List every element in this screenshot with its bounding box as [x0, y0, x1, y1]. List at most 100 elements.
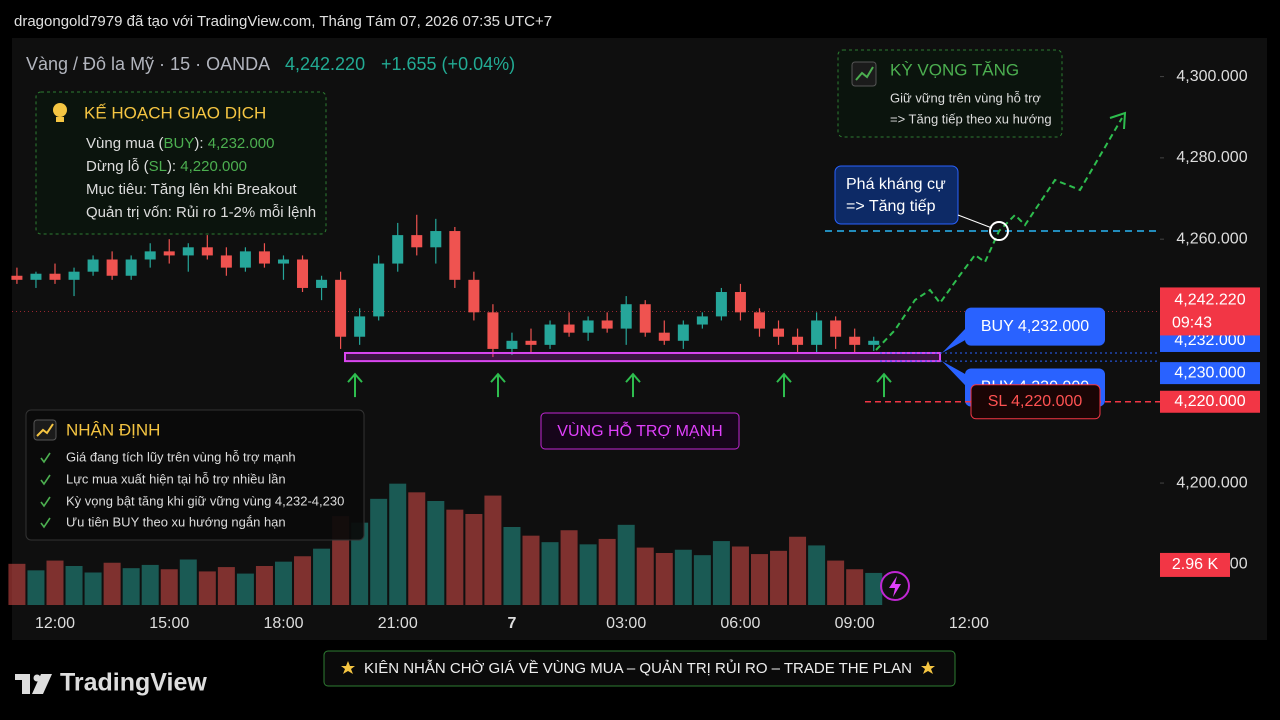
volume-bar: [865, 572, 883, 605]
candle-body: [582, 320, 594, 333]
candle-body: [182, 247, 194, 256]
volume-bar: [274, 561, 292, 605]
axis-badge: [1160, 329, 1260, 352]
candle-body: [258, 251, 270, 264]
volume-bar: [598, 538, 616, 605]
volume-bar: [560, 530, 578, 605]
plan-line: Quản trị vốn: Rủi ro 1-2% mỗi lệnh: [86, 204, 316, 221]
symbol: Vàng / Đô la Mỹ · 15 · OANDA: [26, 54, 270, 74]
candle-body: [811, 320, 823, 345]
volume-bar: [65, 566, 83, 605]
breakout-callout-frame: [834, 165, 959, 225]
price-badge-label: 4,242.220: [1174, 292, 1245, 309]
star-icon: [921, 661, 935, 674]
volume-bar: [8, 563, 26, 605]
volume-bar: [84, 572, 102, 605]
volume-bar: [255, 566, 273, 605]
analysis-line: Lực mua xuất hiện tại hỗ trợ nhiều lần: [66, 471, 286, 486]
candle-body: [316, 279, 328, 288]
volume-bar: [503, 527, 521, 605]
support-zone: [344, 351, 941, 363]
x-tick-label: 21:00: [378, 615, 418, 632]
candle-body: [297, 259, 309, 288]
plan-accent: BUY: [164, 135, 195, 152]
candle-body: [49, 273, 61, 280]
y-tick-label: 4,260.000: [1176, 230, 1247, 247]
volume-badge: [1160, 552, 1230, 577]
breakout-callout: => Tăng tiếp: [846, 198, 936, 215]
candle-body: [449, 231, 461, 280]
bounce-arrow: [625, 372, 641, 383]
candle-body: [125, 259, 137, 276]
volume-badge-label: 2.96 K: [1172, 556, 1219, 573]
x-tick-label: 7: [508, 615, 517, 632]
axis-badge-label: 4,220.000: [1174, 393, 1245, 410]
candle-body: [658, 332, 670, 341]
volume-bar: [731, 546, 749, 605]
x-tick-label: 18:00: [263, 615, 303, 632]
y-tick-label: 4,200.000: [1176, 474, 1247, 491]
trend-icon: [33, 419, 57, 441]
volume-bar: [179, 559, 197, 605]
breakout-point: [989, 221, 1009, 242]
x-tick-label: 15:00: [149, 615, 189, 632]
candle-body: [411, 235, 423, 248]
candle-body: [506, 340, 518, 349]
volume-bar: [294, 556, 312, 605]
expectation-box: KỲ VỌNG TĂNG Giữ vững trên vùng hỗ trợ =…: [837, 49, 1063, 138]
volume-bar: [46, 560, 64, 605]
bounce-arrow: [776, 372, 792, 383]
candle-body: [201, 247, 213, 256]
candle-body: [563, 324, 575, 333]
brand-name: TradingView: [60, 669, 207, 697]
footer-banner: KIÊN NHẪN CHỜ GIÁ VỀ VÙNG MUA – QUẢN TRỊ…: [364, 659, 912, 677]
candle-body: [734, 292, 746, 313]
plan-accent: 4,220.000: [180, 158, 247, 175]
volume-bar: [674, 549, 692, 605]
candle-body: [30, 273, 42, 280]
volume-bar: [236, 573, 254, 605]
axis-badge-label: 4,230.000: [1174, 364, 1245, 381]
candle-body: [87, 259, 99, 272]
candle-body: [849, 336, 861, 345]
volume-bar: [103, 562, 121, 605]
volume-bar: [636, 547, 654, 605]
analysis-frame: [25, 409, 365, 541]
volume-bar: [465, 514, 483, 605]
candle-body: [753, 312, 765, 329]
volume-bar: [655, 553, 673, 605]
y-tick-label: 4,300.000: [1176, 68, 1247, 85]
candle-body: [430, 231, 442, 248]
volume-bar: [370, 498, 388, 605]
volume-bar: [408, 492, 426, 605]
expectation-title: KỲ VỌNG TĂNG: [890, 60, 1019, 79]
level-callout: SL 4,220.000: [988, 393, 1083, 410]
analysis-line: Kỳ vọng bật tăng khi giữ vững vùng 4,232…: [66, 493, 344, 508]
volume-bar: [446, 509, 464, 605]
candle-body: [392, 235, 404, 264]
candle-body: [220, 255, 232, 268]
analysis-line: Giá đang tích lũy trên vùng hỗ trợ mạnh: [66, 449, 296, 464]
x-tick-label: 12:00: [35, 615, 75, 632]
header: dragongold7979 đã tạo với TradingView.co…: [14, 13, 552, 30]
expectation-line: Giữ vững trên vùng hỗ trợ: [890, 90, 1041, 105]
candle-body: [335, 279, 347, 337]
volume-bar: [351, 522, 369, 605]
candle-body: [525, 340, 537, 345]
volume-bar: [693, 555, 711, 605]
callout-frame: [970, 384, 1101, 420]
volume-bar: [160, 569, 178, 605]
y-tick-label: 4,280.000: [1176, 149, 1247, 166]
plan-text: Dừng lỗ (: [86, 158, 149, 175]
bulb-icon: [56, 117, 64, 122]
alert-icon: [889, 576, 901, 597]
candle-body: [354, 316, 366, 337]
volume-bar: [750, 554, 768, 605]
plan-frame: [35, 91, 327, 235]
candle-body: [868, 340, 880, 345]
candle-body: [792, 336, 804, 345]
bar-countdown: 09:43: [1172, 315, 1212, 332]
footer-frame: [323, 650, 956, 687]
volume-bar: [427, 501, 445, 605]
